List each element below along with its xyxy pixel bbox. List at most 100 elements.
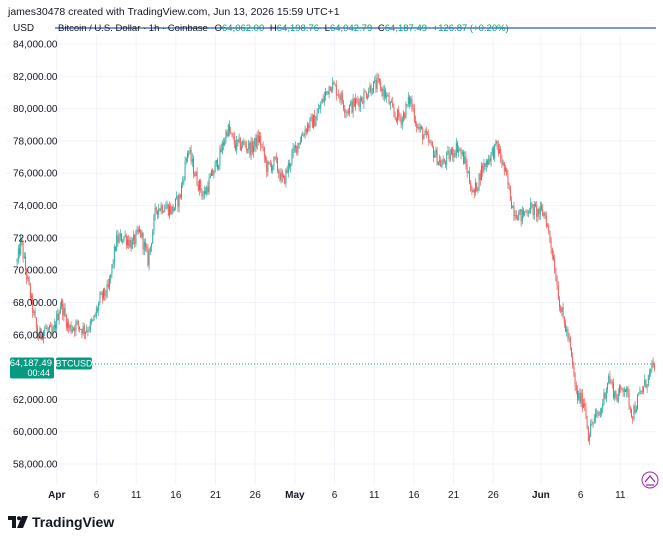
candle-body	[33, 311, 35, 314]
candle	[541, 201, 542, 212]
x-tick-label: 26	[488, 490, 500, 501]
candle-body	[429, 142, 431, 143]
candle	[503, 162, 505, 176]
candle	[391, 98, 392, 103]
candle-body	[181, 184, 182, 198]
candle	[597, 410, 599, 419]
candle	[518, 210, 520, 221]
candle	[22, 241, 24, 263]
candle-body	[79, 326, 80, 330]
candle-body	[409, 96, 410, 104]
candle	[175, 198, 176, 211]
candle	[49, 324, 50, 332]
candle	[47, 327, 49, 333]
candle-body	[574, 374, 576, 386]
candle-body	[73, 328, 74, 330]
candle-body	[317, 108, 319, 113]
candle-body	[28, 277, 30, 285]
candle-body	[230, 131, 232, 134]
candle-body	[211, 170, 212, 176]
candle	[614, 390, 616, 402]
candle-body	[158, 208, 160, 215]
candle	[249, 140, 251, 159]
candle	[200, 178, 202, 193]
candle	[411, 95, 413, 112]
candle	[623, 386, 625, 398]
candle	[50, 322, 52, 328]
candle	[271, 161, 272, 174]
candle	[217, 157, 218, 171]
candle	[227, 123, 229, 138]
candle-body	[241, 146, 242, 150]
candle	[587, 425, 589, 443]
candle	[158, 204, 160, 219]
candle	[491, 146, 493, 156]
candle	[199, 178, 200, 196]
candle-body	[485, 160, 487, 167]
candle	[490, 151, 492, 167]
candle-body	[359, 97, 361, 107]
candle-body	[136, 229, 138, 233]
candle	[547, 223, 548, 228]
candle-body	[351, 101, 353, 113]
candle-body	[347, 111, 349, 114]
candle	[352, 94, 354, 118]
scroll-to-realtime-button[interactable]	[641, 471, 659, 489]
candle	[383, 84, 385, 102]
candle-body	[527, 212, 529, 214]
candle	[231, 132, 233, 138]
candle	[637, 393, 638, 411]
candle-body	[614, 391, 616, 398]
candle	[116, 230, 118, 252]
candle-body	[599, 411, 601, 415]
candle	[225, 128, 227, 144]
candle	[38, 335, 40, 341]
candle-body	[651, 362, 653, 369]
candle-body	[256, 135, 258, 148]
candle	[470, 180, 472, 192]
tradingview-brand[interactable]: TradingView	[8, 514, 114, 530]
candle	[260, 132, 262, 152]
candle	[644, 374, 646, 387]
candle-body	[86, 330, 88, 332]
candle-body	[39, 328, 41, 339]
x-tick-label: 6	[94, 490, 100, 501]
candle-body	[565, 323, 566, 332]
candle	[135, 229, 137, 247]
candle	[646, 383, 648, 393]
candle-body	[431, 142, 433, 148]
candle	[551, 247, 553, 260]
candle-body	[331, 89, 332, 91]
candle	[526, 209, 528, 217]
candle-body	[476, 182, 478, 192]
candle	[261, 143, 263, 149]
candle	[496, 140, 498, 150]
candle	[129, 236, 131, 249]
candle-body	[496, 140, 498, 145]
candle-body	[547, 225, 548, 227]
candle-body	[260, 135, 262, 146]
candle	[237, 139, 239, 147]
candle	[578, 390, 580, 402]
candle-body	[269, 163, 271, 165]
candle	[530, 197, 532, 215]
candle	[317, 103, 319, 114]
candle-body	[237, 139, 239, 142]
candle-body	[109, 278, 110, 288]
candle	[524, 211, 526, 217]
candle-body	[71, 329, 73, 332]
candle-body	[263, 147, 265, 158]
candle-body	[176, 196, 178, 199]
candle	[560, 304, 562, 314]
candle	[52, 325, 54, 334]
symbol-tag-label: BTCUSD	[55, 359, 93, 369]
candle-body	[434, 155, 436, 158]
candle-body	[374, 80, 376, 82]
candle-body	[245, 146, 247, 150]
candle	[178, 192, 180, 213]
candle-body	[188, 152, 190, 154]
candle-body	[27, 277, 29, 280]
candle-body	[545, 215, 547, 227]
candle-body	[452, 149, 454, 158]
